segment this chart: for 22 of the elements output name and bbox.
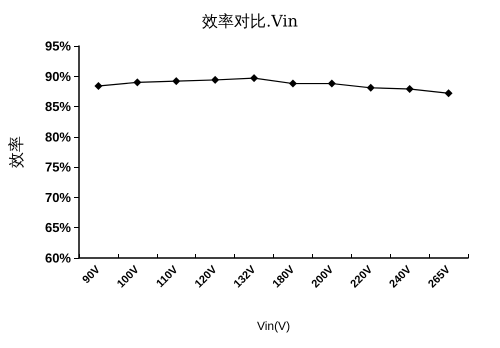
y-tick-label: 75% [44,160,72,175]
point [211,76,220,84]
point [172,77,180,86]
y-axis-title: 效率 [6,136,26,168]
point [444,89,453,98]
y-tick-label: 90% [44,68,72,84]
point [406,85,414,94]
y-tick-label: 60% [44,250,72,266]
point [288,80,297,88]
x-tick-label: 90V [80,263,104,286]
point [250,74,258,82]
point [366,84,375,92]
y-tick-label: 80% [44,129,72,144]
point [94,82,102,90]
point [328,80,336,88]
y-tick-label: 95% [44,38,72,54]
point [133,78,142,86]
y-tick-label: 70% [44,190,72,205]
y-tick-label: 65% [44,220,72,236]
chart-title: 效率对比.Vin [202,12,298,30]
y-tick-label: 85% [44,99,72,114]
x-axis-title: Vin(V) [256,319,290,333]
